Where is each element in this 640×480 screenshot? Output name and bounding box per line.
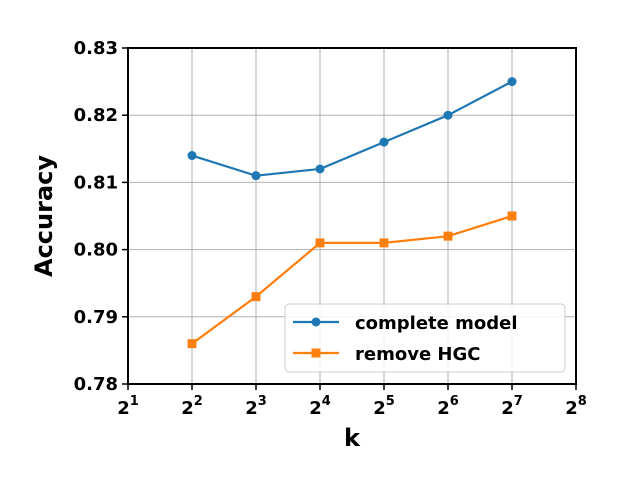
legend-label: complete model: [355, 313, 518, 334]
data-point: [379, 238, 389, 248]
legend-marker: [311, 317, 321, 327]
series-remove-hgc: [187, 211, 517, 349]
data-point: [251, 171, 261, 181]
x-tick-label: 26: [437, 394, 459, 419]
data-point: [187, 151, 197, 161]
x-tick-label: 22: [181, 394, 203, 419]
legend-item: complete model: [293, 313, 518, 334]
legend-label: remove HGC: [355, 344, 480, 365]
y-tick-label: 0.82: [74, 105, 118, 126]
x-tick-label: 25: [373, 394, 395, 419]
x-tick-label: 28: [565, 394, 587, 419]
data-point: [443, 110, 453, 120]
plot-frame: [127, 47, 577, 385]
data-point: [507, 77, 517, 87]
series-complete-model: [187, 77, 517, 181]
series-line: [191, 214, 513, 345]
y-tick-label: 0.81: [74, 172, 118, 193]
y-axis-ticks: 0.78 0.79 0.80 0.81 0.82 0.83: [74, 38, 128, 395]
data-point: [379, 137, 389, 147]
x-axis-ticks: 21 22 23 24 25 26 27 28: [117, 384, 587, 419]
y-tick-label: 0.79: [74, 307, 118, 328]
legend-marker: [311, 348, 321, 358]
x-tick-label: 23: [245, 394, 267, 419]
y-tick-label: 0.80: [74, 240, 118, 261]
y-tick-label: 0.78: [74, 374, 118, 395]
data-point: [315, 164, 325, 174]
x-tick-label: 21: [117, 394, 139, 419]
series-line: [191, 80, 513, 177]
data-point: [187, 339, 197, 349]
legend: complete model remove HGC: [284, 303, 566, 373]
data-point: [443, 231, 453, 241]
data-point: [507, 211, 517, 221]
x-tick-label: 27: [501, 394, 523, 419]
x-axis-label: k: [344, 424, 361, 452]
x-tick-label: 24: [309, 394, 331, 419]
series-layer: [187, 77, 517, 349]
legend-box: [284, 303, 566, 373]
y-tick-label: 0.83: [74, 38, 118, 59]
legend-item: remove HGC: [293, 344, 480, 365]
data-point: [251, 292, 261, 302]
y-axis-label: Accuracy: [30, 155, 58, 277]
data-point: [315, 238, 325, 248]
